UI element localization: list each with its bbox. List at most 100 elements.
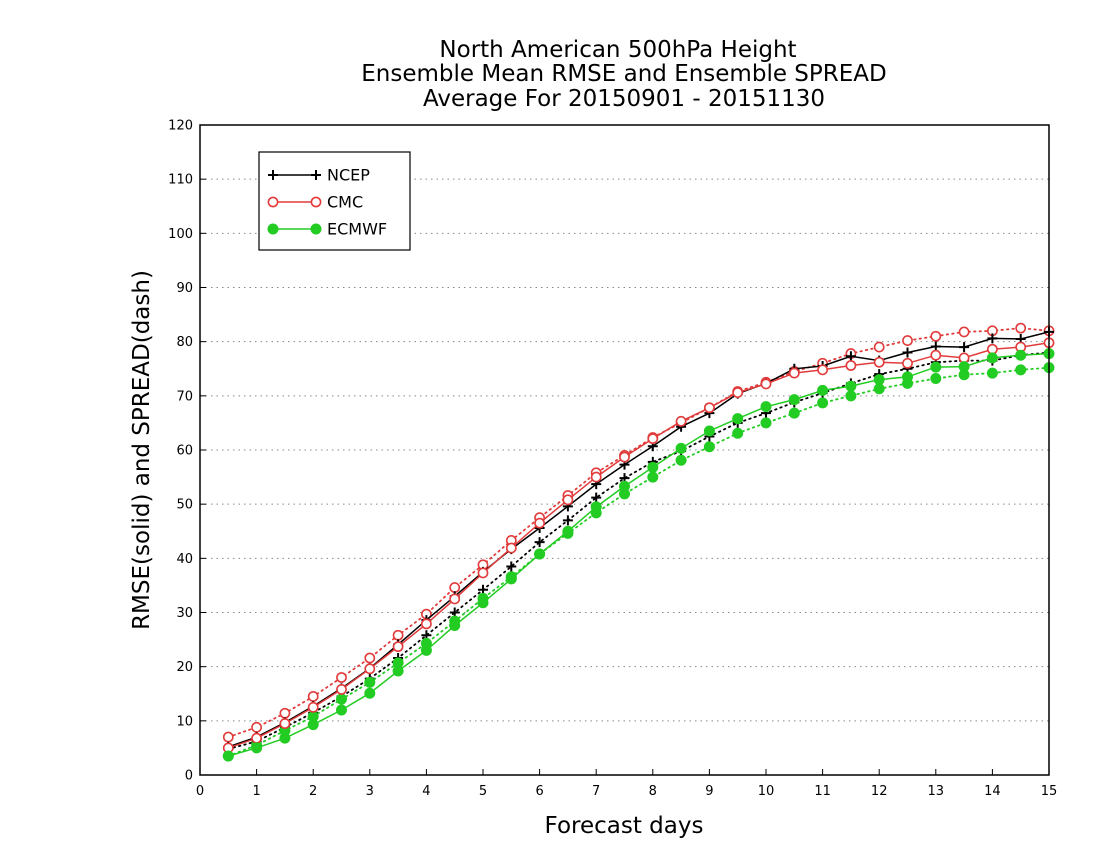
data-point-cmc-spread <box>958 326 970 338</box>
data-point-cmc-rmse <box>477 567 489 579</box>
data-point-cmc-rmse <box>279 718 291 729</box>
data-point-ecmwf-rmse <box>986 352 998 364</box>
data-point-ecmwf-rmse <box>788 394 800 406</box>
x-tick-label: 4 <box>422 784 430 799</box>
data-point-ncep-rmse <box>987 333 998 344</box>
data-point-ecmwf-spread <box>760 417 772 429</box>
data-point-ecmwf-rmse <box>590 501 602 513</box>
data-point-ecmwf-rmse <box>760 401 772 413</box>
series-line-ncep-spread <box>227 351 1050 750</box>
data-point-ecmwf-rmse <box>873 374 885 386</box>
data-point-ecmwf-spread <box>788 407 800 419</box>
data-point-ecmwf-spread <box>817 397 829 409</box>
data-point-ecmwf-rmse <box>279 732 291 744</box>
data-point-ecmwf-rmse <box>307 719 319 731</box>
legend-item-cmc: CMC <box>267 193 363 212</box>
data-point-ecmwf-spread <box>930 373 942 384</box>
y-axis-label: RMSE(solid) and SPREAD(dash) <box>129 270 155 630</box>
data-point-cmc-rmse <box>675 415 687 427</box>
data-point-ecmwf-rmse <box>420 644 432 656</box>
data-point-ecmwf-rmse <box>902 371 913 383</box>
y-tick-label: 50 <box>176 498 193 513</box>
series-ecmwf-spread <box>222 362 1055 762</box>
legend: NCEP CMC ECMWF <box>258 151 411 251</box>
data-point-ecmwf-rmse <box>222 750 234 762</box>
data-point-cmc-rmse <box>392 641 404 653</box>
data-point-cmc-rmse <box>930 349 942 361</box>
series-ncep-spread <box>223 347 1054 754</box>
legend-marker <box>267 223 279 235</box>
y-tick-label: 80 <box>176 335 193 350</box>
series-line-cmc-spread <box>227 327 1050 738</box>
data-point-ecmwf-spread <box>647 471 659 483</box>
data-point-cmc-spread <box>392 629 404 641</box>
x-tick-label: 14 <box>984 784 1001 799</box>
series-ncep-rmse <box>223 326 1054 752</box>
data-point-ecmwf-rmse <box>534 548 546 560</box>
data-point-ecmwf-spread <box>364 676 376 688</box>
data-point-ncep-spread <box>591 492 602 503</box>
data-point-ecmwf-rmse <box>336 704 347 716</box>
series-ecmwf-rmse <box>222 348 1055 762</box>
y-tick-label: 120 <box>168 119 193 134</box>
y-tick-label: 100 <box>168 227 193 242</box>
x-tick-label: 13 <box>928 784 945 799</box>
y-tick-label: 30 <box>176 606 193 621</box>
data-point-cmc-spread <box>364 652 376 664</box>
data-point-ecmwf-spread <box>873 383 885 395</box>
x-tick-label: 8 <box>649 784 657 799</box>
data-point-ecmwf-rmse <box>619 480 630 492</box>
legend-marker <box>268 170 278 180</box>
data-point-cmc-rmse <box>902 357 913 369</box>
y-tick-label: 40 <box>176 552 193 567</box>
data-point-cmc-spread <box>930 330 942 342</box>
data-point-cmc-rmse <box>420 618 432 630</box>
y-tick-label: 10 <box>176 714 193 729</box>
x-tick-label: 3 <box>366 784 374 799</box>
x-tick-label: 0 <box>196 784 204 799</box>
data-point-cmc-rmse <box>873 356 885 368</box>
data-point-cmc-spread <box>336 672 347 683</box>
legend-label: NCEP <box>327 166 370 185</box>
data-point-cmc-rmse <box>788 367 800 379</box>
legend-marker <box>311 170 321 180</box>
data-point-cmc-rmse <box>760 378 772 390</box>
data-point-ecmwf-rmse <box>477 597 489 609</box>
series-line-ncep-rmse <box>228 331 1050 748</box>
y-tick-label: 90 <box>176 281 193 296</box>
data-point-ecmwf-rmse <box>562 525 574 537</box>
data-point-cmc-rmse <box>732 387 744 398</box>
chart-title-line-2: Ensemble Mean RMSE and Ensemble SPREAD <box>361 61 886 87</box>
data-point-cmc-rmse <box>449 593 461 605</box>
data-point-ecmwf-rmse <box>930 361 942 373</box>
y-tick-label: 20 <box>176 660 193 675</box>
x-tick-label: 9 <box>705 784 713 799</box>
data-point-ecmwf-rmse <box>1015 349 1027 361</box>
series-line-ecmwf-spread <box>227 366 1050 757</box>
data-point-cmc-spread <box>873 341 885 353</box>
data-point-cmc-rmse <box>817 364 828 376</box>
data-point-ecmwf-rmse <box>958 361 970 373</box>
data-point-cmc-rmse <box>251 732 262 744</box>
legend-label: ECMWF <box>327 220 387 239</box>
x-tick-label: 10 <box>758 784 775 799</box>
data-point-ecmwf-rmse <box>817 384 829 396</box>
data-point-ecmwf-rmse <box>251 742 263 754</box>
data-point-cmc-rmse <box>647 433 659 445</box>
x-tick-label: 1 <box>252 784 260 799</box>
x-tick-label: 11 <box>814 784 831 799</box>
data-point-ncep-spread <box>562 515 573 526</box>
y-tick-label: 60 <box>176 444 193 459</box>
data-point-cmc-rmse <box>364 663 376 675</box>
data-point-ecmwf-spread <box>1015 364 1027 376</box>
grid-lines <box>200 178 1049 722</box>
data-point-ecmwf-spread <box>986 367 998 379</box>
data-point-cmc-rmse <box>336 684 347 695</box>
data-point-cmc-spread <box>307 691 319 702</box>
data-point-ncep-rmse <box>902 347 913 358</box>
x-tick-label: 15 <box>1041 784 1058 799</box>
y-tick-label: 0 <box>185 769 193 784</box>
data-point-ncep-rmse <box>959 342 970 353</box>
x-tick-label: 5 <box>479 784 487 799</box>
